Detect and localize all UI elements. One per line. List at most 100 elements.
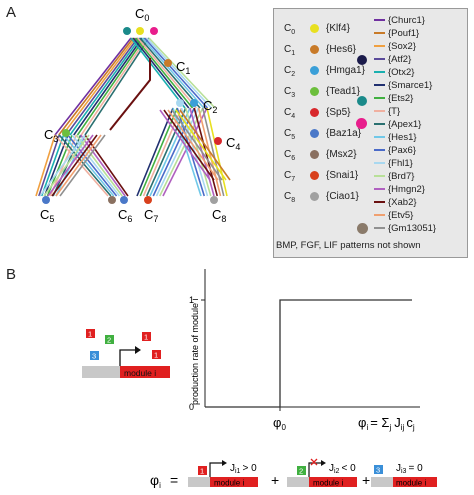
legend-line-swatch — [374, 71, 385, 74]
c4-dot — [214, 137, 222, 145]
tree-branch-line — [54, 134, 109, 197]
legend-row-c0: C0 {Klf4} — [284, 23, 350, 36]
legend-line-swatch — [374, 149, 385, 152]
tree-branch-line — [84, 37, 150, 136]
svg-text:2: 2 — [107, 336, 111, 345]
tree-branch-line — [152, 107, 195, 197]
legend-line-swatch — [374, 214, 385, 217]
legend-line-swatch — [374, 58, 385, 61]
c1-dot — [164, 59, 172, 67]
c6-dot-b — [120, 196, 128, 204]
site-3 — [90, 351, 99, 360]
tree-branch-line — [163, 109, 215, 181]
panel-a-label: A — [6, 4, 17, 21]
site-1a — [86, 329, 95, 338]
tree-branch-line — [80, 37, 148, 136]
svg-text:module i: module i — [313, 479, 343, 488]
legend-gene-row: {Sox2} — [374, 41, 416, 52]
legend-gene-row: {Xab2} — [374, 197, 417, 208]
tree-branch-line — [54, 37, 132, 136]
term2-repression-x — [310, 458, 318, 466]
legend-gene: {Klf4} — [326, 23, 350, 34]
term2-module — [309, 477, 357, 487]
tree-branch-line — [206, 107, 228, 197]
c3-label: C3 — [44, 127, 58, 144]
legend-line-swatch — [374, 175, 385, 178]
tree-branch-line — [146, 37, 212, 109]
tree-branch-line — [146, 107, 187, 197]
term1-site — [198, 466, 207, 475]
tree-branch-line — [109, 58, 151, 131]
tree-branch-line — [142, 107, 183, 197]
legend-gene: {Snai1} — [326, 170, 359, 181]
legend-line-swatch — [374, 32, 385, 35]
legend-gene-row: {T} — [374, 106, 400, 117]
tree-branch-line — [132, 37, 190, 109]
svg-text:1: 1 — [200, 467, 204, 476]
legend-dot-icon — [310, 44, 319, 54]
step-function — [205, 299, 412, 408]
tree-branch-line — [38, 134, 61, 197]
tree-branch-line — [39, 134, 86, 197]
tree-lines — [35, 37, 231, 197]
panel-b-label: B — [6, 266, 17, 283]
legend-gene-row: {Pouf1} — [374, 28, 419, 39]
legend-gene: {Sp5} — [326, 107, 351, 118]
legend-navy-dot — [357, 55, 367, 65]
promoter-arrow-head — [135, 346, 141, 354]
svg-text:module i: module i — [396, 479, 426, 488]
tree-branch-line — [73, 37, 143, 136]
c5-label: C5 — [40, 207, 54, 224]
term2-site — [297, 466, 306, 475]
tree-branch-line — [47, 134, 94, 197]
ytick-bottom: 0 — [189, 402, 194, 412]
legend-row-c6: C6 {Msx2} — [284, 149, 357, 162]
legend-magenta-dot — [356, 118, 367, 129]
tree-branch-line — [76, 37, 146, 136]
svg-text:1: 1 — [154, 351, 158, 360]
c7-label: C7 — [144, 207, 158, 224]
svg-text:3: 3 — [92, 352, 96, 361]
term1-module — [210, 477, 258, 487]
tree-branch-line — [171, 109, 223, 181]
legend-row-c8: C8 {Ciao1} — [284, 191, 359, 204]
legend-teal-dot — [357, 96, 367, 106]
legend-gene-row: {Smarce1} — [374, 80, 432, 91]
tree-branch-line — [62, 134, 115, 197]
tree-branch-line — [148, 37, 216, 109]
tree-branch-line — [143, 37, 209, 109]
svg-text:+: + — [362, 472, 370, 488]
site-1b — [142, 332, 151, 341]
legend-note: BMP, FGF, LIF patterns not shown — [276, 240, 421, 251]
c8-dot — [210, 196, 218, 204]
c2-dot-a — [176, 99, 184, 107]
legend-row-c1: C1 {Hes6} — [284, 44, 357, 57]
panel-b-graphic: production rate of module i 1 0 φ0 φi = Σ… — [82, 269, 437, 490]
tree-branch-line — [40, 134, 65, 197]
tree-branch-line — [71, 134, 121, 197]
legend-gene-row: {Atf2} — [374, 54, 411, 65]
legend-row-c3: C3 {Tead1} — [284, 86, 360, 99]
c3-dot — [62, 129, 70, 137]
legend-line-swatch — [374, 201, 385, 204]
legend-gene-row: {Fhl1} — [374, 158, 413, 169]
legend-gene: {Tead1} — [326, 86, 360, 97]
tree-branch-line — [58, 134, 112, 197]
c6-dot-a — [108, 196, 116, 204]
legend-line-swatch — [374, 19, 385, 22]
legend-gray-dot — [357, 223, 368, 234]
tree-branch-line — [137, 37, 197, 109]
legend-line-swatch — [374, 227, 385, 230]
c7-dot — [144, 196, 152, 204]
svg-text:3: 3 — [376, 466, 380, 475]
legend-line-swatch — [374, 136, 385, 139]
tree-branch-line — [55, 134, 102, 197]
tree-branch-line — [155, 107, 200, 197]
legend-gene: {Msx2} — [326, 149, 357, 160]
tree-branch-line — [67, 134, 118, 197]
tree-branch-line — [167, 109, 219, 181]
legend-gene-row: {Otx2} — [374, 67, 414, 78]
c0-label: C0 — [135, 6, 149, 23]
x-axis-label: φi = Σj Jij cj — [358, 415, 415, 432]
legend-gene: {Hes6} — [326, 44, 357, 55]
